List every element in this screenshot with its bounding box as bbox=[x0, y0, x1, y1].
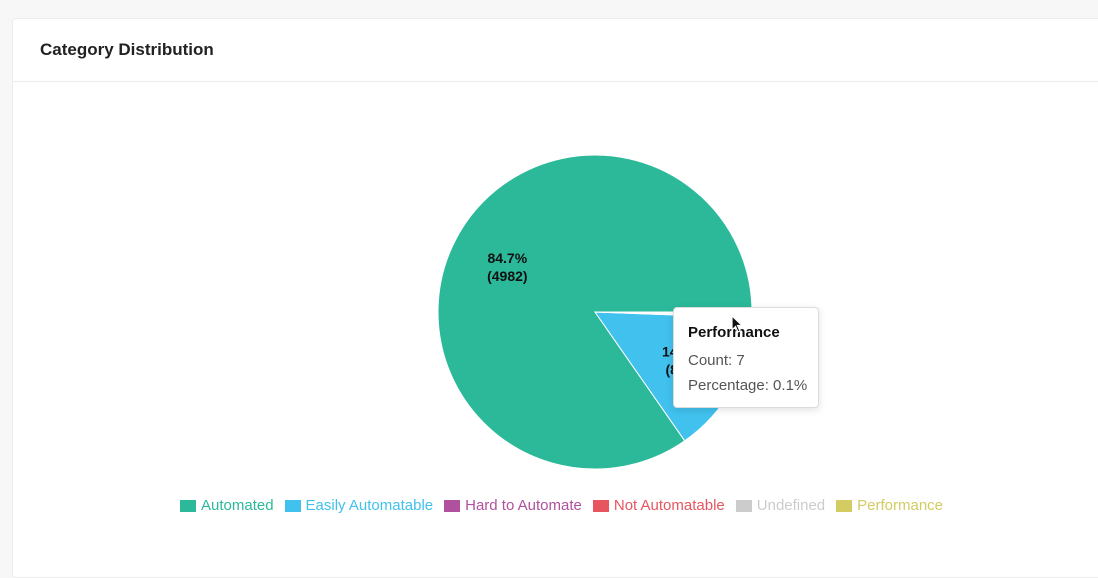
legend-item-performance[interactable]: Performance bbox=[836, 497, 943, 514]
legend-swatch bbox=[592, 499, 609, 512]
slice-label-count: (4982) bbox=[487, 268, 527, 284]
chart-tooltip: Performance Count: 7 Percentage: 0.1% bbox=[673, 307, 819, 408]
legend-swatch bbox=[735, 499, 752, 512]
legend-label: Undefined bbox=[756, 497, 826, 514]
tooltip-title: Performance bbox=[688, 324, 780, 341]
pie-chart: 84.7%(4982)14.7%(867) bbox=[437, 154, 753, 470]
slice-label-percent: 84.7% bbox=[487, 250, 527, 266]
legend-swatch bbox=[180, 499, 196, 512]
legend-swatch bbox=[284, 499, 301, 512]
card-title: Category Distribution bbox=[40, 39, 214, 59]
legend-swatch bbox=[444, 499, 461, 512]
legend-item-undefined[interactable]: Undefined bbox=[735, 497, 826, 514]
legend-swatch bbox=[836, 499, 853, 512]
legend-item-easily-automatable[interactable]: Easily Automatable bbox=[284, 497, 434, 514]
legend-label: Easily Automatable bbox=[305, 497, 434, 514]
legend-label: Automated bbox=[201, 497, 274, 514]
tooltip-percentage: Percentage: 0.1% bbox=[688, 377, 808, 394]
legend-label: Hard to Automate bbox=[465, 497, 582, 514]
tooltip-count: Count: 7 bbox=[688, 352, 745, 369]
legend-label: Performance bbox=[857, 497, 944, 514]
chart-legend: Automated Easily Automatable Hard to Autom… bbox=[180, 497, 954, 514]
card-header: Category Distribution bbox=[13, 19, 1098, 82]
legend-item-hard-to-automate[interactable]: Hard to Automate bbox=[444, 497, 582, 514]
legend-item-not-automatable[interactable]: Not Automatable bbox=[592, 497, 725, 514]
mouse-cursor-icon bbox=[731, 315, 744, 333]
legend-label: Not Automatable bbox=[613, 497, 725, 514]
legend-item-automated[interactable]: Automated bbox=[180, 497, 274, 514]
